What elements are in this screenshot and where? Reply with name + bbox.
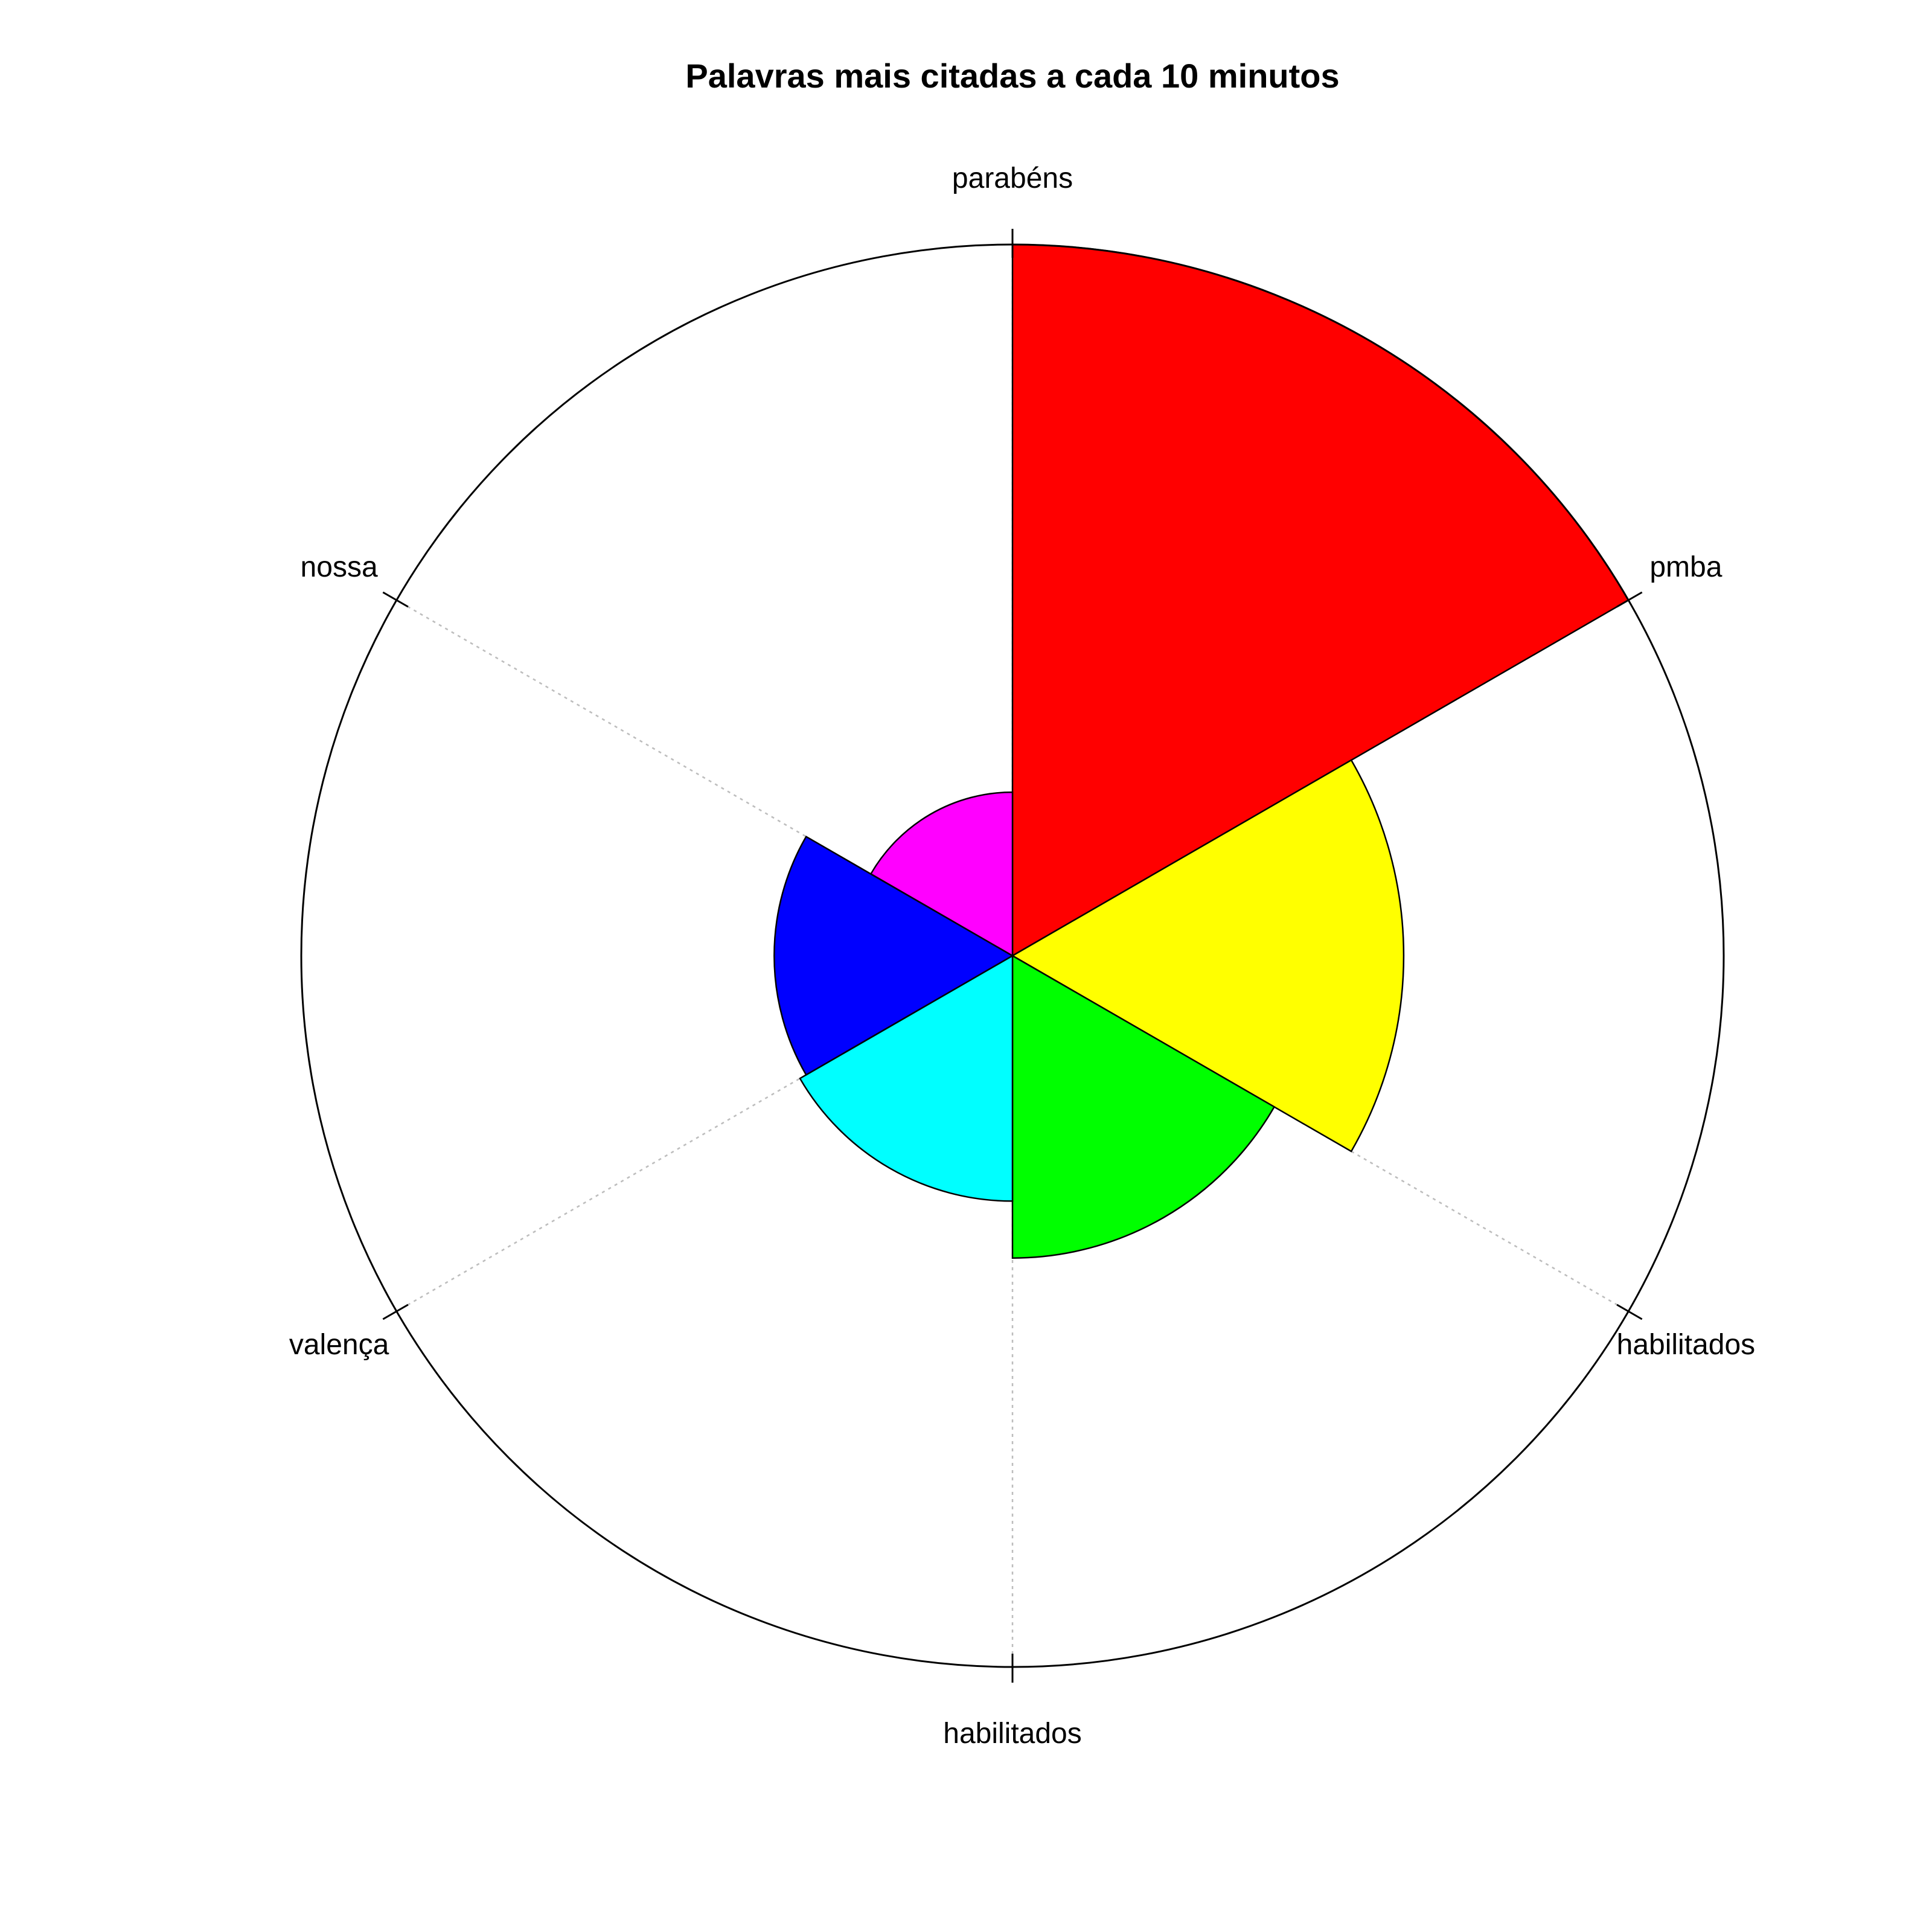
- sector-2: [1011, 759, 1405, 1153]
- tick-mark: [1616, 1303, 1643, 1320]
- category-label: parabéns: [952, 162, 1073, 194]
- angular-ticks: [382, 229, 1643, 1683]
- chart-title: Palavras mais citadas a cada 10 minutos: [685, 57, 1339, 95]
- category-label: habilitados: [943, 1718, 1082, 1750]
- sector-5: [773, 835, 1014, 1076]
- category-label: pmba: [1649, 551, 1722, 583]
- category-label: habilitados: [1617, 1329, 1756, 1361]
- tick-mark: [1616, 591, 1643, 608]
- category-label: valença: [289, 1329, 389, 1361]
- sectors: [773, 243, 1630, 1259]
- angular-labels: parabéns pmba habilitados habilitados valenç…: [289, 162, 1755, 1750]
- tick-mark: [382, 1303, 409, 1320]
- sector-4: [799, 954, 1014, 1202]
- sector-3: [1011, 954, 1276, 1259]
- tick-mark: [382, 591, 409, 608]
- sector-6: [869, 791, 1014, 958]
- category-label: nossa: [301, 551, 378, 583]
